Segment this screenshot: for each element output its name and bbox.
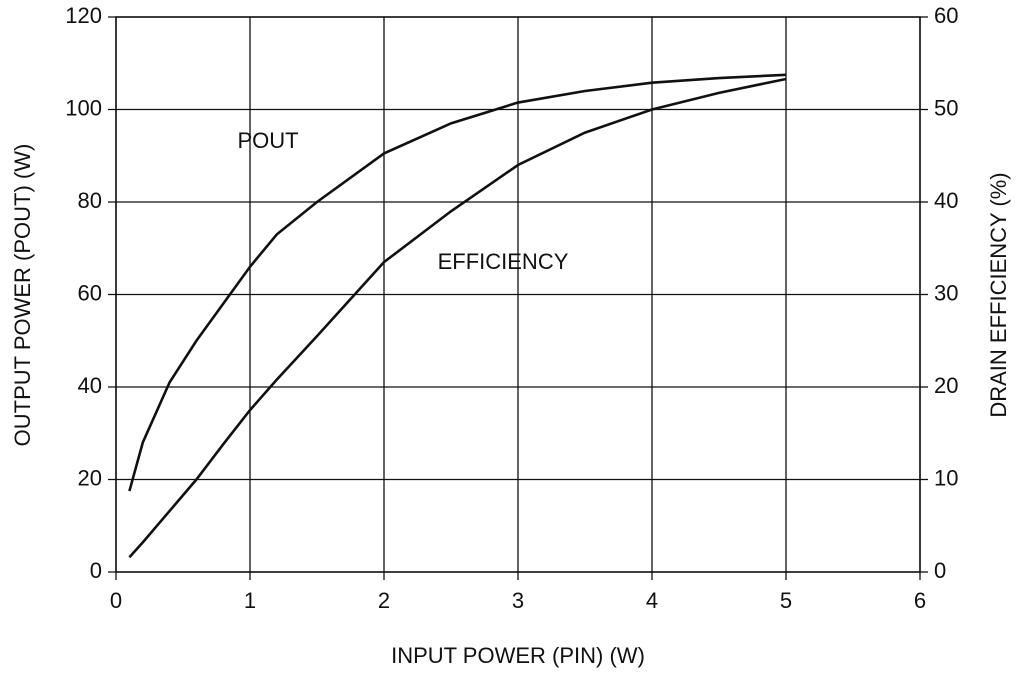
x-tick-label: 3 — [512, 588, 524, 613]
line-series — [128, 73, 787, 492]
y-tick-label: 60 — [78, 280, 102, 305]
x-tick-label: 5 — [780, 588, 792, 613]
y2-tick-label: 10 — [934, 465, 958, 490]
x-tick-label: 4 — [646, 588, 658, 613]
y-tick-label: 40 — [78, 373, 102, 398]
y-tick-label: 80 — [78, 188, 102, 213]
x-tick-label: 0 — [110, 588, 122, 613]
annotation: EFFICIENCY — [438, 249, 569, 274]
y2-tick-label: 50 — [934, 95, 958, 120]
y2-tick-label: 0 — [934, 558, 946, 583]
x-tick-label: 2 — [378, 588, 390, 613]
y-tick-label: 120 — [65, 3, 102, 28]
annotation: POUT — [237, 128, 298, 153]
plot-frame — [115, 16, 921, 573]
y-axis-title: OUTPUT POWER (POUT) (W) — [10, 144, 35, 447]
y-tick-label: 20 — [78, 465, 102, 490]
x-tick-label: 6 — [914, 588, 926, 613]
y-tick-label: 0 — [90, 558, 102, 583]
y2-tick-label: 60 — [934, 3, 958, 28]
y-tick-label: 100 — [65, 95, 102, 120]
line-series — [128, 77, 787, 559]
x-tick-label: 1 — [244, 588, 256, 613]
x-axis-title: INPUT POWER (PIN) (W) — [391, 643, 645, 668]
y2-tick-label: 30 — [934, 280, 958, 305]
y2-tick-label: 40 — [934, 188, 958, 213]
y2-axis-title: DRAIN EFFICIENCY (%) — [986, 172, 1011, 417]
y2-tick-label: 20 — [934, 373, 958, 398]
